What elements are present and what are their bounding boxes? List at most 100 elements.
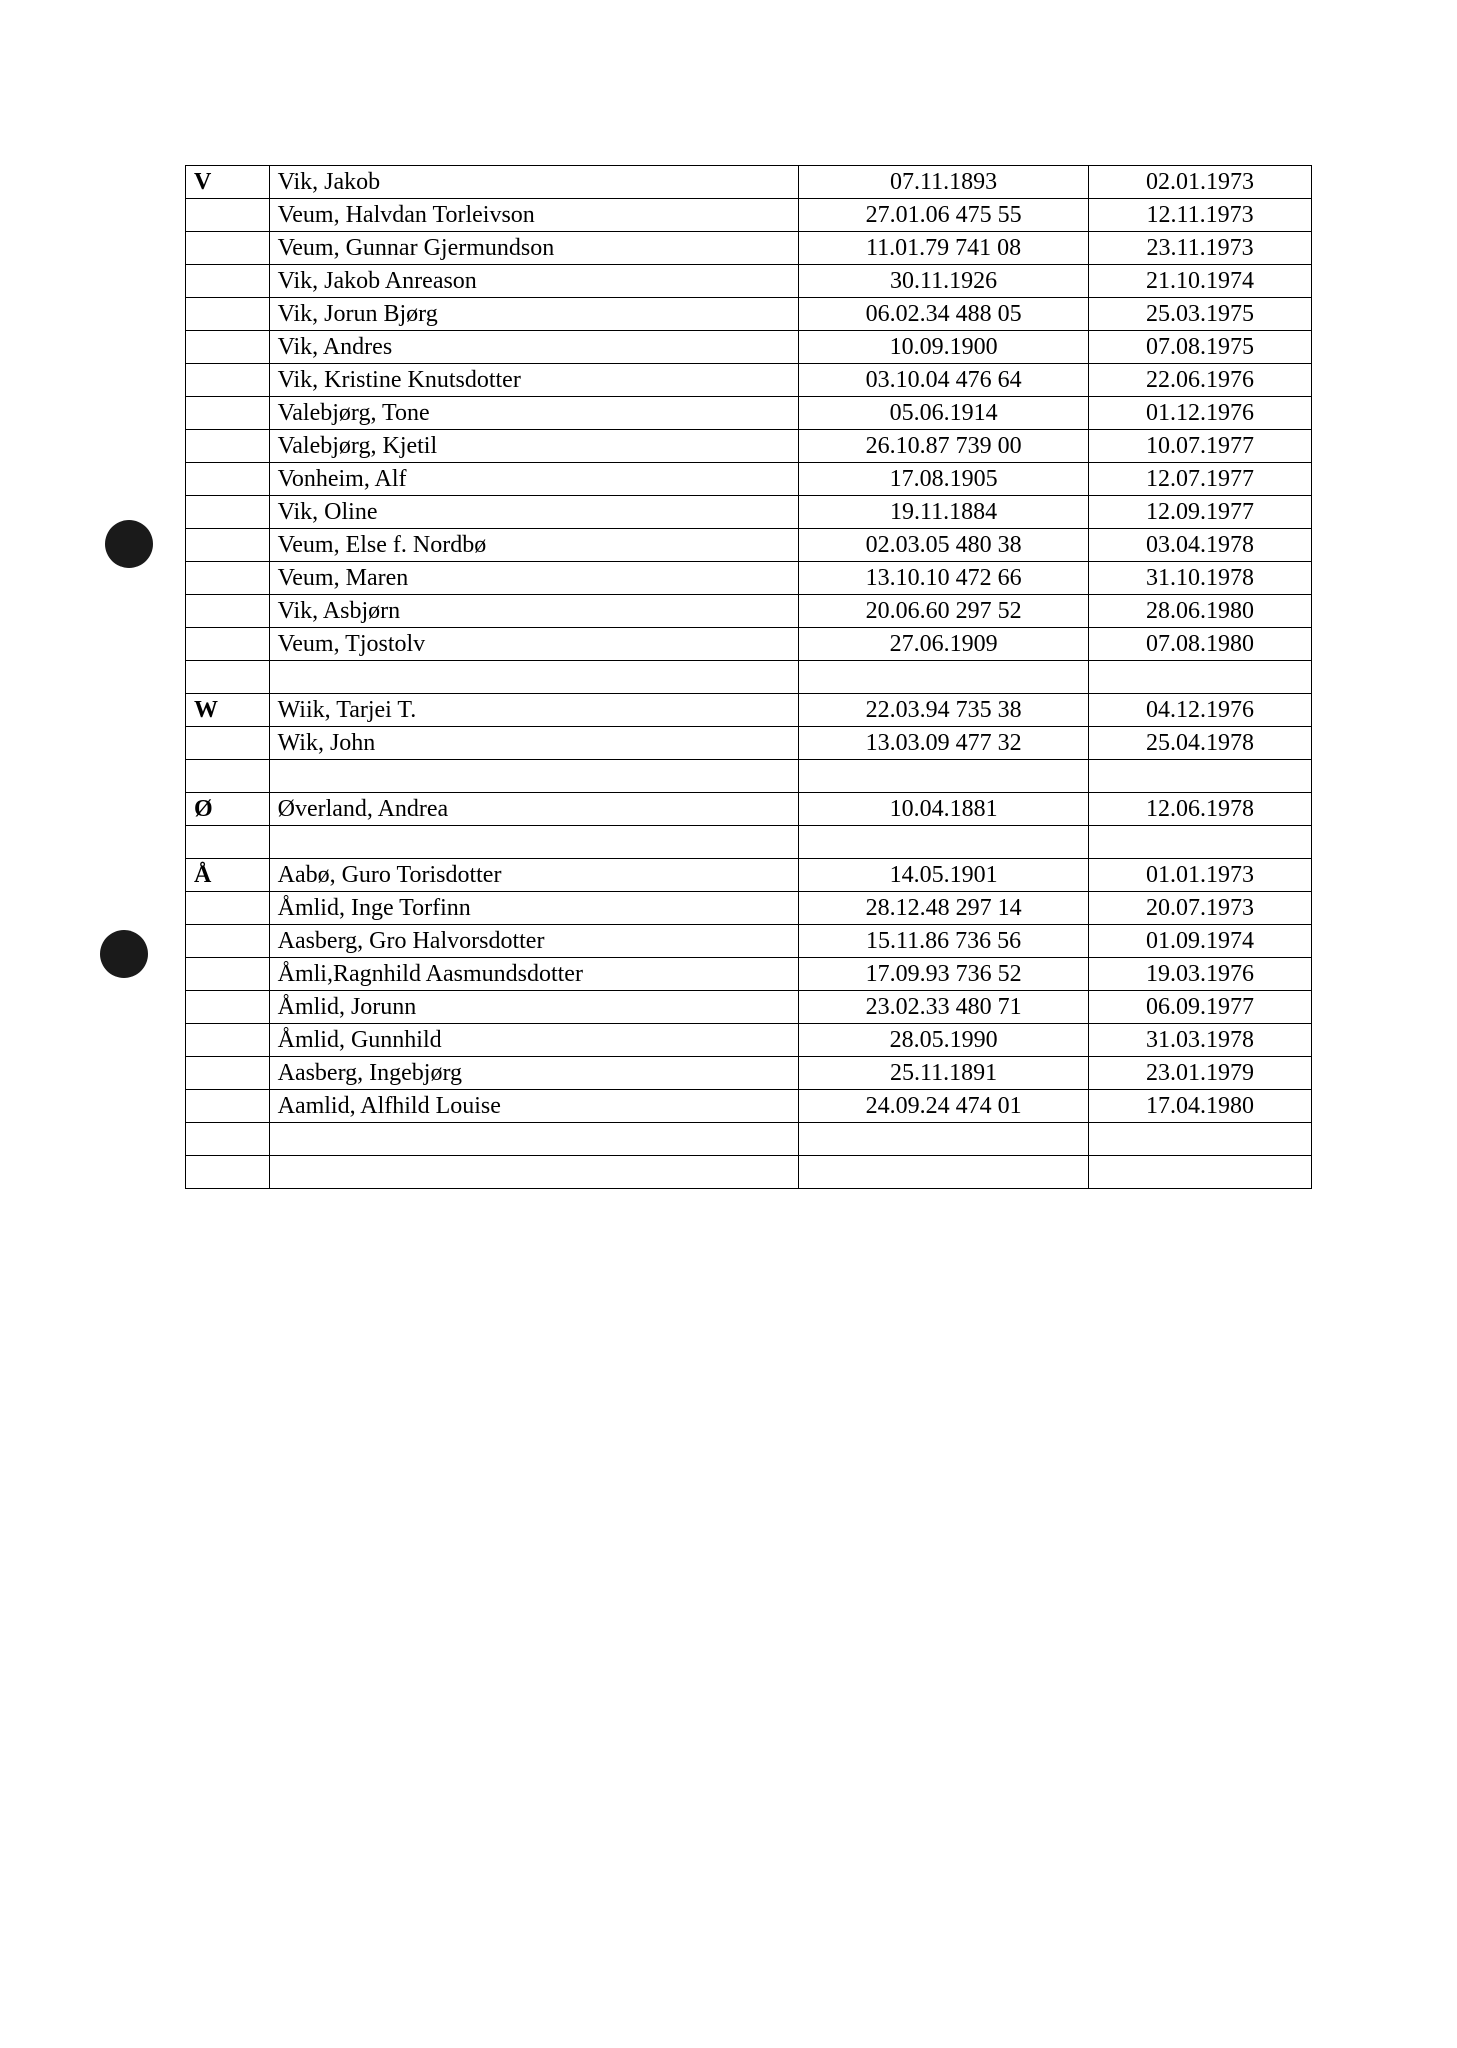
cell-date2: 03.04.1978 xyxy=(1089,529,1312,562)
cell-date2: 22.06.1976 xyxy=(1089,364,1312,397)
cell-date2: 10.07.1977 xyxy=(1089,430,1312,463)
table-row: Veum, Else f. Nordbø02.03.05 480 3803.04… xyxy=(186,529,1312,562)
cell-date2: 01.12.1976 xyxy=(1089,397,1312,430)
cell-date1: 27.01.06 475 55 xyxy=(799,199,1089,232)
table-row xyxy=(186,1123,1312,1156)
cell-date2: 06.09.1977 xyxy=(1089,991,1312,1024)
cell-letter xyxy=(186,1057,270,1090)
table-row: Aasberg, Ingebjørg25.11.189123.01.1979 xyxy=(186,1057,1312,1090)
table-row: Vik, Asbjørn20.06.60 297 5228.06.1980 xyxy=(186,595,1312,628)
table-row: Vik, Andres10.09.190007.08.1975 xyxy=(186,331,1312,364)
table-row: Vik, Kristine Knutsdotter03.10.04 476 64… xyxy=(186,364,1312,397)
cell-date1: 22.03.94 735 38 xyxy=(799,694,1089,727)
cell-date1: 20.06.60 297 52 xyxy=(799,595,1089,628)
table-row: Veum, Halvdan Torleivson27.01.06 475 551… xyxy=(186,199,1312,232)
cell-date2: 19.03.1976 xyxy=(1089,958,1312,991)
cell-name xyxy=(269,1156,799,1189)
cell-date2: 17.04.1980 xyxy=(1089,1090,1312,1123)
cell-date1: 17.08.1905 xyxy=(799,463,1089,496)
table-row: Valebjørg, Tone05.06.191401.12.1976 xyxy=(186,397,1312,430)
cell-letter xyxy=(186,925,270,958)
cell-name: Veum, Else f. Nordbø xyxy=(269,529,799,562)
cell-date1: 24.09.24 474 01 xyxy=(799,1090,1089,1123)
cell-date1: 13.10.10 472 66 xyxy=(799,562,1089,595)
records-table: VVik, Jakob07.11.189302.01.1973Veum, Hal… xyxy=(185,165,1312,1189)
cell-letter xyxy=(186,562,270,595)
cell-date2: 01.01.1973 xyxy=(1089,859,1312,892)
cell-date1: 28.12.48 297 14 xyxy=(799,892,1089,925)
table-row: Vonheim, Alf17.08.190512.07.1977 xyxy=(186,463,1312,496)
cell-name xyxy=(269,661,799,694)
cell-date2: 23.11.1973 xyxy=(1089,232,1312,265)
cell-date2 xyxy=(1089,760,1312,793)
cell-letter xyxy=(186,661,270,694)
cell-date2: 21.10.1974 xyxy=(1089,265,1312,298)
cell-name: Vik, Oline xyxy=(269,496,799,529)
cell-letter xyxy=(186,991,270,1024)
table-row xyxy=(186,661,1312,694)
cell-name: Åmlid, Jorunn xyxy=(269,991,799,1024)
cell-date2 xyxy=(1089,1156,1312,1189)
cell-name: Veum, Tjostolv xyxy=(269,628,799,661)
table-body: VVik, Jakob07.11.189302.01.1973Veum, Hal… xyxy=(186,166,1312,1189)
cell-letter xyxy=(186,430,270,463)
cell-letter xyxy=(186,463,270,496)
cell-date2: 20.07.1973 xyxy=(1089,892,1312,925)
cell-name: Vik, Jakob Anreason xyxy=(269,265,799,298)
table-row xyxy=(186,826,1312,859)
cell-letter xyxy=(186,529,270,562)
cell-date2: 12.06.1978 xyxy=(1089,793,1312,826)
cell-date1: 13.03.09 477 32 xyxy=(799,727,1089,760)
cell-name: Veum, Maren xyxy=(269,562,799,595)
cell-date1: 15.11.86 736 56 xyxy=(799,925,1089,958)
cell-date2: 04.12.1976 xyxy=(1089,694,1312,727)
cell-date1: 30.11.1926 xyxy=(799,265,1089,298)
table-row: Åmlid, Inge Torfinn28.12.48 297 1420.07.… xyxy=(186,892,1312,925)
cell-letter xyxy=(186,199,270,232)
cell-date1: 25.11.1891 xyxy=(799,1057,1089,1090)
table-row: Åmlid, Jorunn23.02.33 480 7106.09.1977 xyxy=(186,991,1312,1024)
cell-letter xyxy=(186,232,270,265)
table-row: Veum, Gunnar Gjermundson11.01.79 741 082… xyxy=(186,232,1312,265)
cell-letter xyxy=(186,892,270,925)
cell-name: Åmli,Ragnhild Aasmundsdotter xyxy=(269,958,799,991)
punch-hole-icon xyxy=(100,930,148,978)
table-row: Åmlid, Gunnhild28.05.199031.03.1978 xyxy=(186,1024,1312,1057)
cell-name: Vik, Asbjørn xyxy=(269,595,799,628)
cell-date2: 12.07.1977 xyxy=(1089,463,1312,496)
cell-name: Vik, Kristine Knutsdotter xyxy=(269,364,799,397)
cell-letter xyxy=(186,1156,270,1189)
cell-letter xyxy=(186,331,270,364)
document-page: VVik, Jakob07.11.189302.01.1973Veum, Hal… xyxy=(0,0,1457,1189)
cell-date2 xyxy=(1089,826,1312,859)
cell-name: Vik, Jakob xyxy=(269,166,799,199)
table-row: Vik, Oline19.11.188412.09.1977 xyxy=(186,496,1312,529)
cell-name: Aamlid, Alfhild Louise xyxy=(269,1090,799,1123)
cell-date2: 07.08.1980 xyxy=(1089,628,1312,661)
cell-name xyxy=(269,826,799,859)
cell-name: Øverland, Andrea xyxy=(269,793,799,826)
cell-date1: 17.09.93 736 52 xyxy=(799,958,1089,991)
cell-letter xyxy=(186,1090,270,1123)
cell-name: Aabø, Guro Torisdotter xyxy=(269,859,799,892)
cell-letter xyxy=(186,958,270,991)
cell-letter xyxy=(186,760,270,793)
cell-date1: 05.06.1914 xyxy=(799,397,1089,430)
table-row: ØØverland, Andrea10.04.188112.06.1978 xyxy=(186,793,1312,826)
cell-name: Vik, Jorun Bjørg xyxy=(269,298,799,331)
table-row xyxy=(186,760,1312,793)
cell-date2: 25.03.1975 xyxy=(1089,298,1312,331)
cell-name: Veum, Gunnar Gjermundson xyxy=(269,232,799,265)
cell-date1: 02.03.05 480 38 xyxy=(799,529,1089,562)
cell-date1: 26.10.87 739 00 xyxy=(799,430,1089,463)
cell-date1: 06.02.34 488 05 xyxy=(799,298,1089,331)
cell-letter xyxy=(186,364,270,397)
cell-date2 xyxy=(1089,661,1312,694)
punch-hole-icon xyxy=(105,520,153,568)
cell-name xyxy=(269,1123,799,1156)
table-row: ÅAabø, Guro Torisdotter14.05.190101.01.1… xyxy=(186,859,1312,892)
cell-letter xyxy=(186,1024,270,1057)
cell-name: Vonheim, Alf xyxy=(269,463,799,496)
cell-date1 xyxy=(799,826,1089,859)
cell-date2: 31.03.1978 xyxy=(1089,1024,1312,1057)
